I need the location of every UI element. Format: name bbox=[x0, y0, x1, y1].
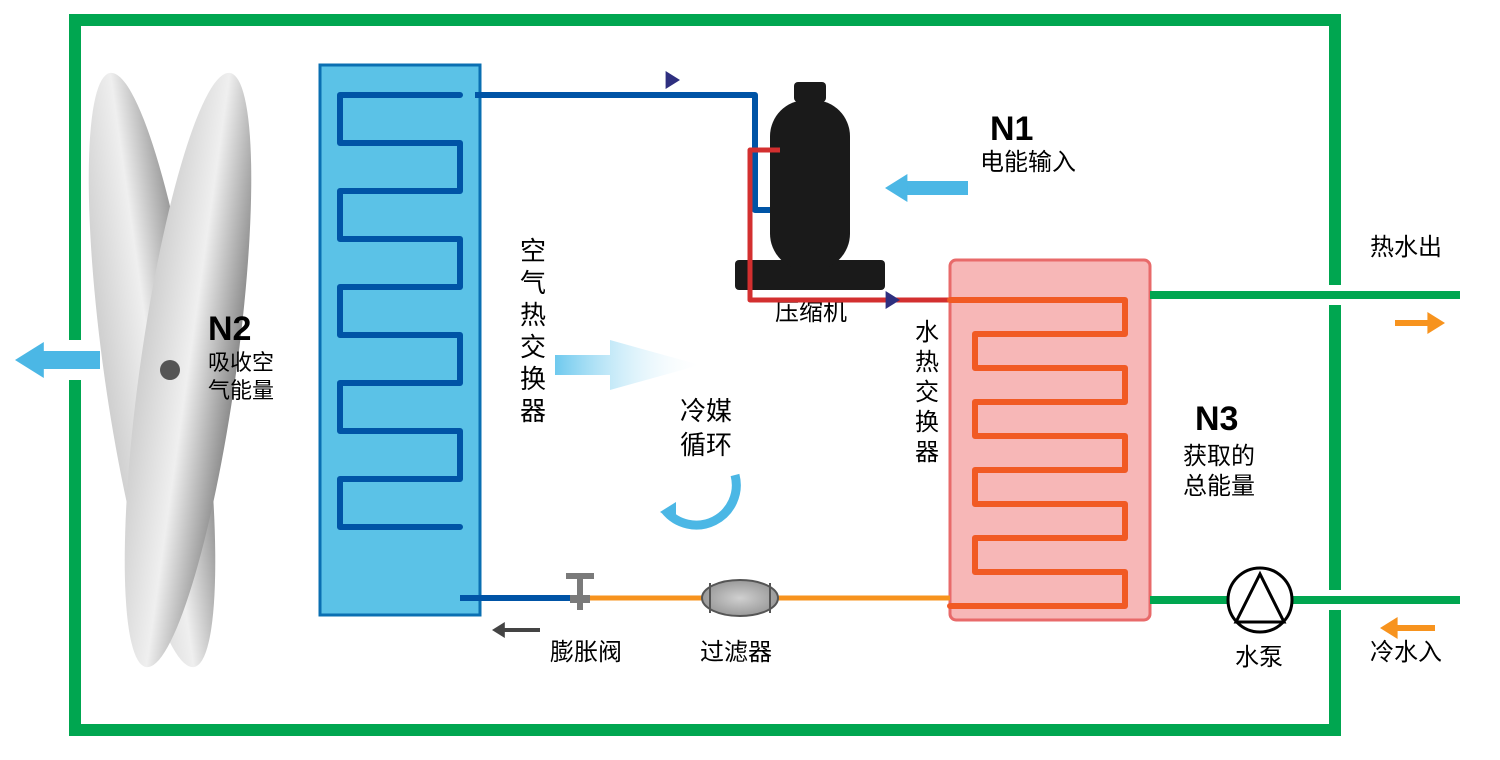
n2-line1: 吸收空 bbox=[208, 350, 274, 375]
air-hx-label: 交 bbox=[520, 332, 546, 362]
air-hx-label: 空 bbox=[520, 236, 546, 266]
pump-label: 水泵 bbox=[1235, 644, 1283, 671]
water-heat-exchanger bbox=[950, 260, 1150, 620]
hot-out-label: 热水出 bbox=[1370, 234, 1442, 261]
suction-pipe bbox=[475, 95, 770, 210]
expansion-valve-label: 膨胀阀 bbox=[550, 639, 622, 666]
air-hx-label: 器 bbox=[520, 396, 546, 426]
n3-title: N3 bbox=[1195, 400, 1238, 438]
air-hx-label: 换 bbox=[520, 364, 546, 394]
air-heat-exchanger bbox=[320, 65, 480, 615]
air-hx-label: 热 bbox=[520, 300, 546, 330]
n2-title: N2 bbox=[208, 310, 251, 348]
air-flow-arrow bbox=[555, 340, 700, 390]
n1-title: N1 bbox=[990, 110, 1033, 148]
n1-body: 电能输入 bbox=[980, 149, 1076, 176]
water-hx-label: 器 bbox=[915, 439, 939, 466]
n3-line1: 获取的 bbox=[1183, 443, 1255, 470]
water-hx-label: 换 bbox=[915, 409, 939, 436]
water-hx-label: 交 bbox=[915, 379, 939, 406]
water-hx-label: 热 bbox=[915, 349, 939, 376]
water-hx-label: 水 bbox=[915, 319, 939, 346]
n3-line2: 总能量 bbox=[1183, 473, 1255, 500]
filter-label: 过滤器 bbox=[700, 639, 772, 666]
compressor-label: 压缩机 bbox=[775, 299, 847, 326]
n2-line2: 气能量 bbox=[208, 378, 274, 403]
air-hx-label: 气 bbox=[520, 268, 546, 298]
filter-icon bbox=[702, 580, 778, 616]
refrigerant-label-1: 冷媒 bbox=[680, 396, 732, 426]
refrigerant-label-2: 循环 bbox=[680, 430, 732, 460]
cold-in-label: 冷水入 bbox=[1370, 639, 1442, 666]
